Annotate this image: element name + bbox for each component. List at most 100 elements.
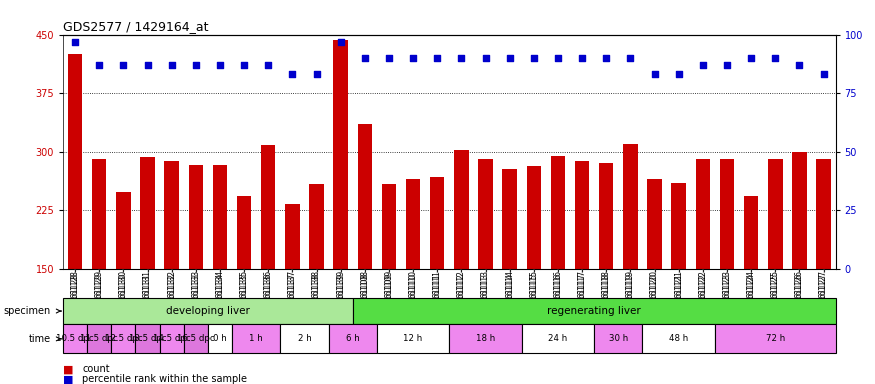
Text: GSM161114: GSM161114 [505, 270, 514, 316]
Text: developing liver: developing liver [166, 306, 249, 316]
Bar [213, 165, 228, 384]
Text: GSM161116: GSM161116 [554, 270, 563, 316]
Point [527, 55, 541, 61]
Bar [406, 179, 420, 384]
Text: time: time [29, 334, 51, 344]
Text: 14.5 dpc: 14.5 dpc [153, 334, 191, 343]
Point [744, 55, 758, 61]
Text: 16.5 dpc: 16.5 dpc [177, 334, 214, 343]
Point [358, 55, 372, 61]
Point [141, 62, 155, 68]
Text: GSM161124: GSM161124 [746, 270, 756, 316]
Bar [184, 324, 208, 353]
Point [189, 62, 203, 68]
Text: 12 h: 12 h [403, 334, 423, 343]
Point [406, 55, 420, 61]
Text: GSM161119: GSM161119 [626, 270, 635, 316]
Bar [285, 204, 299, 384]
Bar [159, 324, 184, 353]
Bar [430, 177, 444, 384]
Text: GSM161117: GSM161117 [578, 270, 586, 316]
Bar [63, 324, 88, 353]
Bar [479, 159, 493, 384]
Point [454, 55, 468, 61]
Text: GSM161121: GSM161121 [674, 270, 683, 316]
Text: 24 h: 24 h [549, 334, 568, 343]
Text: GSM161137: GSM161137 [288, 270, 297, 316]
Text: GSM161128: GSM161128 [71, 270, 80, 316]
Bar [450, 324, 522, 353]
Text: GSM161127: GSM161127 [819, 270, 828, 316]
Bar [280, 324, 329, 353]
Point [285, 71, 299, 78]
Text: GSM161139: GSM161139 [336, 270, 345, 316]
Bar [642, 324, 715, 353]
Point [720, 62, 734, 68]
Point [599, 55, 613, 61]
Point [68, 38, 82, 45]
Bar [744, 196, 759, 384]
Bar [116, 192, 130, 384]
Text: GSM161131: GSM161131 [143, 270, 152, 316]
Text: 1 h: 1 h [249, 334, 263, 343]
Bar [111, 324, 136, 353]
Text: 72 h: 72 h [766, 334, 785, 343]
Text: ■: ■ [63, 364, 77, 374]
Bar [575, 161, 590, 384]
Text: GSM161135: GSM161135 [240, 270, 248, 316]
Text: 0 h: 0 h [214, 334, 227, 343]
Point [213, 62, 227, 68]
Bar [599, 164, 613, 384]
Point [262, 62, 276, 68]
Bar [92, 159, 107, 384]
Text: 30 h: 30 h [609, 334, 628, 343]
Text: GSM161118: GSM161118 [602, 270, 611, 316]
Point [502, 55, 516, 61]
Text: 10.5 dpc: 10.5 dpc [56, 334, 94, 343]
Point [382, 55, 396, 61]
Bar [594, 324, 642, 353]
Text: 12.5 dpc: 12.5 dpc [104, 334, 142, 343]
Bar [88, 324, 111, 353]
Text: GSM161122: GSM161122 [698, 270, 707, 316]
Bar [377, 324, 450, 353]
Bar [696, 159, 710, 384]
Bar [208, 324, 232, 353]
Bar [353, 298, 836, 324]
Bar [792, 152, 807, 384]
Bar [68, 54, 82, 384]
Text: regenerating liver: regenerating liver [547, 306, 641, 316]
Point [575, 55, 589, 61]
Text: 13.5 dpc: 13.5 dpc [129, 334, 166, 343]
Text: GSM161108: GSM161108 [360, 270, 369, 316]
Bar [309, 184, 324, 384]
Point [768, 55, 782, 61]
Bar [140, 157, 155, 384]
Bar [164, 161, 178, 384]
Text: 48 h: 48 h [669, 334, 689, 343]
Text: percentile rank within the sample: percentile rank within the sample [82, 374, 248, 384]
Bar [63, 298, 353, 324]
Text: 6 h: 6 h [346, 334, 360, 343]
Point [164, 62, 178, 68]
Text: GSM161126: GSM161126 [794, 270, 804, 316]
Point [648, 71, 662, 78]
Text: GSM161120: GSM161120 [650, 270, 659, 316]
Text: 2 h: 2 h [298, 334, 311, 343]
Bar [671, 183, 686, 384]
Point [793, 62, 807, 68]
Point [430, 55, 444, 61]
Point [237, 62, 251, 68]
Bar [329, 324, 377, 353]
Point [551, 55, 565, 61]
Text: GSM161110: GSM161110 [409, 270, 417, 316]
Point [816, 71, 830, 78]
Text: GSM161111: GSM161111 [433, 270, 442, 316]
Bar [623, 144, 638, 384]
Bar [333, 40, 348, 384]
Text: GSM161115: GSM161115 [529, 270, 538, 316]
Text: GSM161132: GSM161132 [167, 270, 176, 316]
Text: 18 h: 18 h [476, 334, 495, 343]
Bar [720, 159, 734, 384]
Bar [502, 169, 517, 384]
